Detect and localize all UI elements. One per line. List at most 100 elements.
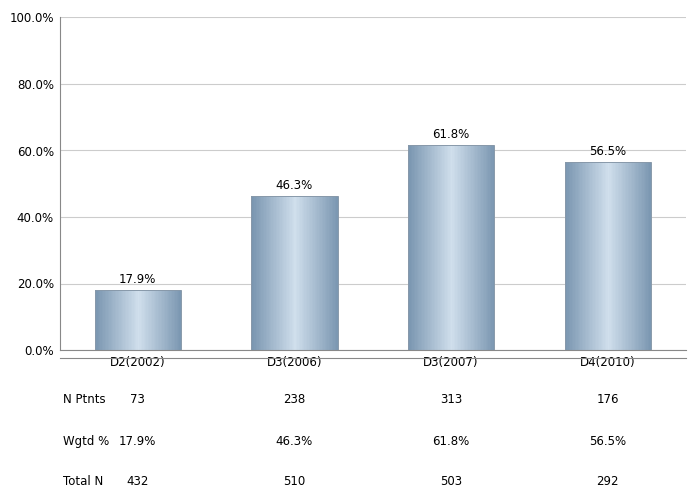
Bar: [470, 144, 471, 350]
Text: 503: 503: [440, 476, 462, 488]
Bar: [419, 144, 421, 350]
Text: 56.5%: 56.5%: [589, 145, 626, 158]
Bar: [131, 290, 132, 350]
Bar: [132, 290, 134, 350]
Bar: [104, 290, 105, 350]
Bar: [635, 162, 636, 350]
Text: 17.9%: 17.9%: [119, 274, 157, 286]
Bar: [610, 162, 612, 350]
Bar: [144, 290, 145, 350]
Bar: [489, 144, 490, 350]
Bar: [169, 290, 171, 350]
Bar: [636, 162, 638, 350]
Bar: [616, 162, 618, 350]
Bar: [457, 144, 458, 350]
Bar: [303, 196, 304, 350]
Bar: [120, 290, 122, 350]
Bar: [634, 162, 635, 350]
Bar: [256, 196, 258, 350]
Bar: [153, 290, 155, 350]
Bar: [475, 144, 477, 350]
Bar: [491, 144, 493, 350]
Text: 46.3%: 46.3%: [276, 179, 313, 192]
Bar: [573, 162, 575, 350]
Text: N Ptnts: N Ptnts: [62, 392, 105, 406]
Bar: [493, 144, 494, 350]
Bar: [336, 196, 337, 350]
Bar: [605, 162, 606, 350]
Bar: [648, 162, 650, 350]
Bar: [317, 196, 319, 350]
Bar: [119, 290, 120, 350]
Bar: [603, 162, 605, 350]
Bar: [257, 196, 259, 350]
Bar: [569, 162, 570, 350]
Text: Wgtd %: Wgtd %: [62, 434, 109, 448]
Bar: [158, 290, 160, 350]
Bar: [471, 144, 472, 350]
Bar: [112, 290, 113, 350]
Bar: [639, 162, 641, 350]
Bar: [310, 196, 312, 350]
Bar: [283, 196, 284, 350]
Bar: [565, 162, 566, 350]
Bar: [266, 196, 267, 350]
Bar: [322, 196, 323, 350]
Bar: [97, 290, 99, 350]
Bar: [638, 162, 639, 350]
Bar: [477, 144, 479, 350]
Bar: [594, 162, 595, 350]
Bar: [254, 196, 256, 350]
Bar: [412, 144, 414, 350]
Bar: [260, 196, 262, 350]
Bar: [568, 162, 569, 350]
Bar: [591, 162, 592, 350]
Bar: [431, 144, 433, 350]
Bar: [286, 196, 288, 350]
Bar: [150, 290, 153, 350]
Bar: [316, 196, 318, 350]
Bar: [292, 196, 293, 350]
Text: 17.9%: 17.9%: [119, 434, 157, 448]
Bar: [421, 144, 423, 350]
Bar: [174, 290, 175, 350]
Bar: [441, 144, 442, 350]
Bar: [265, 196, 266, 350]
Bar: [325, 196, 326, 350]
Bar: [566, 162, 568, 350]
Bar: [427, 144, 428, 350]
Bar: [160, 290, 161, 350]
Bar: [178, 290, 180, 350]
Bar: [307, 196, 309, 350]
Bar: [595, 162, 596, 350]
Bar: [138, 290, 139, 350]
Bar: [579, 162, 580, 350]
Text: 61.8%: 61.8%: [433, 128, 470, 140]
Bar: [323, 196, 325, 350]
Bar: [172, 290, 174, 350]
Bar: [113, 290, 115, 350]
Bar: [111, 290, 112, 350]
Text: 510: 510: [284, 476, 306, 488]
Bar: [321, 196, 322, 350]
Bar: [447, 144, 448, 350]
Bar: [620, 162, 621, 350]
Bar: [261, 196, 263, 350]
Bar: [647, 162, 648, 350]
Bar: [452, 144, 454, 350]
Bar: [466, 144, 467, 350]
Bar: [94, 290, 181, 350]
Bar: [460, 144, 461, 350]
Bar: [461, 144, 463, 350]
Bar: [629, 162, 631, 350]
Bar: [284, 196, 286, 350]
Bar: [422, 144, 424, 350]
Bar: [617, 162, 620, 350]
Bar: [148, 290, 150, 350]
Bar: [312, 196, 314, 350]
Bar: [613, 162, 615, 350]
Bar: [329, 196, 330, 350]
Bar: [643, 162, 645, 350]
Bar: [332, 196, 333, 350]
Bar: [430, 144, 431, 350]
